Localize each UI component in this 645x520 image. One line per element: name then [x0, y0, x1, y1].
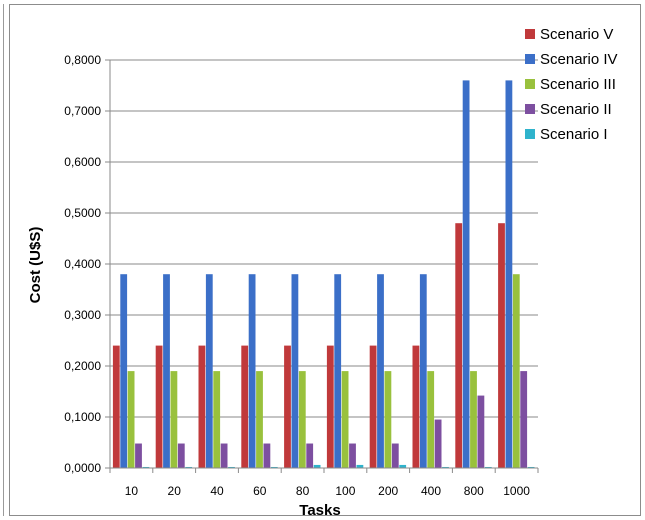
bar-scenario-iii [170, 371, 178, 468]
bar-scenario-i [142, 466, 150, 468]
legend-swatch [525, 79, 535, 89]
bar-scenario-v [369, 345, 377, 468]
x-tick-label: 1000 [503, 484, 530, 498]
bar-scenario-ii [306, 443, 314, 468]
bar-scenario-iii [298, 371, 306, 468]
x-axis-title: Tasks [299, 502, 340, 519]
bar-scenario-v [326, 345, 334, 468]
bar-scenario-ii [477, 395, 485, 468]
bar-scenario-ii [177, 443, 185, 468]
bar-scenario-iv [377, 274, 384, 468]
bar-scenario-v [198, 345, 206, 468]
bar-scenario-ii [135, 443, 142, 468]
bars [112, 80, 535, 469]
legend-swatch [525, 54, 535, 64]
bar-scenario-ii [434, 419, 442, 468]
y-tick-labels: 0,0000 0,1000 0,2000 0,3000 0,4000 0,5000 0,60… [64, 53, 101, 475]
x-tick-labels: 10 20 40 60 80 100 200 400 800 1000 [125, 484, 531, 498]
y-tick-label: 0,2000 [64, 359, 101, 373]
bar-scenario-iii [127, 371, 135, 468]
bar-scenario-iii [256, 371, 263, 468]
x-tick-label: 800 [464, 484, 484, 498]
y-tick-label: 0,8000 [64, 53, 101, 67]
y-axis-title: Cost (U$S) [27, 227, 44, 304]
bar-scenario-v [498, 223, 505, 468]
y-tick-label: 0,3000 [64, 308, 101, 322]
y-tick-label: 0,7000 [64, 104, 101, 118]
bar-scenario-iii [470, 371, 477, 468]
bar-scenario-v [241, 345, 249, 468]
bar-scenario-i [270, 466, 278, 468]
bar-scenario-v [155, 345, 163, 468]
y-tick-label: 0,0000 [64, 461, 101, 475]
bar-scenario-iii [384, 371, 392, 468]
bar-scenario-iii [213, 371, 221, 468]
y-tick-label: 0,4000 [64, 257, 101, 271]
x-tick-label: 400 [421, 484, 441, 498]
bar-scenario-iv [120, 274, 128, 468]
bar-scenario-iii [341, 371, 349, 468]
bar-scenario-i [356, 464, 364, 468]
x-tick-label: 20 [168, 484, 182, 498]
bar-scenario-i [484, 466, 492, 468]
bar-scenario-iv [205, 274, 213, 468]
legend-label: Scenario II [540, 101, 612, 118]
bar-scenario-iv [505, 80, 513, 469]
y-tick-label: 0,6000 [64, 155, 101, 169]
bar-scenario-v [455, 223, 463, 468]
axes [109, 60, 539, 473]
legend-label: Scenario IV [540, 51, 618, 68]
bar-scenario-i [228, 466, 235, 468]
legend-label: Scenario V [540, 26, 613, 43]
y-tick-label: 0,1000 [64, 410, 101, 424]
bar-scenario-iv [419, 274, 427, 468]
bar-scenario-v [412, 345, 420, 468]
x-tick-label: 200 [378, 484, 398, 498]
bar-scenario-ii [391, 443, 399, 468]
legend-label: Scenario I [540, 126, 608, 143]
bar-scenario-v [284, 345, 291, 468]
bar-scenario-i [185, 466, 193, 468]
bar-scenario-iv [163, 274, 170, 468]
legend-label: Scenario III [540, 76, 616, 93]
bar-scenario-ii [520, 371, 528, 468]
bar-scenario-i [527, 466, 535, 468]
bar-scenario-iv [462, 80, 470, 469]
bar-scenario-ii [349, 443, 356, 468]
bar-scenario-ii [220, 443, 228, 468]
x-tick-label: 10 [125, 484, 139, 498]
legend-swatch [525, 104, 535, 114]
bar-scenario-iv [248, 274, 256, 468]
bar-scenario-v [112, 345, 120, 468]
bar-scenario-iii [427, 371, 435, 468]
x-tick-label: 40 [210, 484, 224, 498]
bar-scenario-i [442, 466, 449, 468]
x-tick-label: 60 [253, 484, 267, 498]
bar-scenario-iii [512, 274, 520, 468]
bar-scenario-iv [334, 274, 342, 468]
left-panel-edge [0, 4, 4, 516]
y-tick-label: 0,5000 [64, 206, 101, 220]
bar-scenario-i [399, 464, 407, 468]
bar-scenario-iv [291, 274, 299, 468]
legend-swatch [525, 29, 535, 39]
legend-swatch [525, 129, 535, 139]
bar-scenario-i [313, 464, 321, 468]
bar-scenario-ii [263, 443, 271, 468]
x-tick-label: 80 [296, 484, 310, 498]
x-tick-label: 100 [335, 484, 355, 498]
legend: Scenario V Scenario IV Scenario III Scenari… [525, 26, 618, 143]
